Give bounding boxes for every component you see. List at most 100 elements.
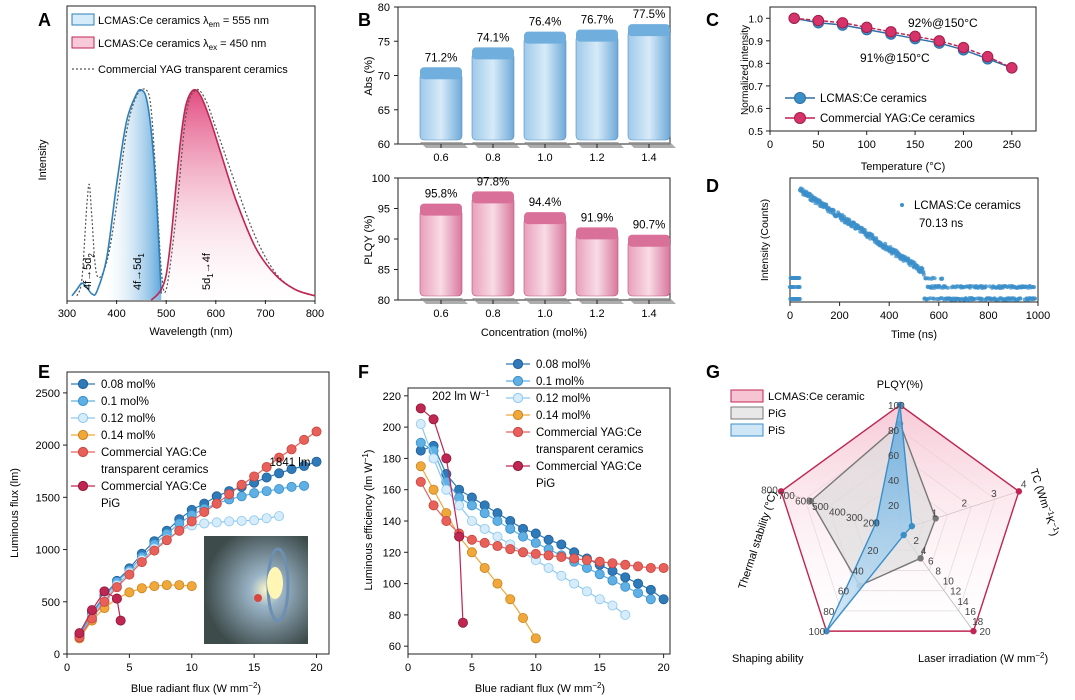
panel-f-point <box>556 551 567 562</box>
panel-f-point <box>543 534 554 545</box>
annotation-4f-5d2: 4f→5d2 <box>82 253 96 290</box>
legend-label-lcmas: LCMAS:Ce ceramics <box>820 93 927 105</box>
panel-e-legend-marker <box>77 378 89 390</box>
panel-f-point <box>479 537 490 548</box>
panel-a-fill-blue <box>106 89 162 301</box>
panel-f-point <box>466 547 477 558</box>
panel-e-y-tick-label: 500 <box>42 597 60 609</box>
radar-axis-tick-label: 100 <box>888 401 905 412</box>
panel-e-series-line <box>78 584 192 639</box>
panel-e-legend-marker <box>77 480 89 492</box>
panel-e: 0 5 10 15 20 0 500 1000 1500 2000 2500 1841 lm Blu… <box>9 371 330 695</box>
panel-a-x-tick-label: 400 <box>107 308 125 320</box>
panel-f-y-tick-label: 100 <box>383 579 401 591</box>
decay-point <box>788 297 793 301</box>
radar-axis-tick-label: 80 <box>823 607 835 618</box>
panel-f-point <box>543 562 554 573</box>
panel-e-x-tick-label: 5 <box>126 662 132 674</box>
bar <box>575 35 619 141</box>
panel-c-annotation-92: 92%@150°C <box>908 16 978 30</box>
panel-b-axes: 60 65 70 75 80 80 85 90 95 100 0.6 0.6 0.8 0.8 1.0 1.0 1… <box>372 2 657 320</box>
bar-cap <box>420 203 462 216</box>
panel-e-y-tick-label: 2000 <box>36 440 60 452</box>
panel-f-plot: 0 5 10 15 20 60 80 100 120 140 160 180 200 220 <box>383 391 670 674</box>
radar-series-area <box>825 404 913 632</box>
panel-e-point <box>286 464 297 475</box>
panel-d-x-title: Time (ns) <box>891 329 937 341</box>
panel-e-point <box>299 480 310 491</box>
bar-shadow <box>576 298 624 304</box>
panel-label-a: A <box>38 10 51 30</box>
panel-f-point <box>607 575 618 586</box>
radar-axis-tick-label: 20 <box>979 627 991 638</box>
panel-b-bottom-x-tick-label: 0.6 <box>433 308 448 320</box>
panel-f-point <box>518 547 529 558</box>
panel-f-point <box>415 437 426 448</box>
panel-d-x-tick-label: 600 <box>930 310 948 322</box>
radar-axis-title-laser: Laser irradiation (W mm−2) <box>918 651 1048 665</box>
radar-point <box>932 515 939 522</box>
radar-point <box>970 627 977 635</box>
panel-e-legend-label: Commercial YAG:Ce <box>101 447 207 459</box>
panel-f-legend-label: 0.1 mol% <box>536 376 584 388</box>
decay-point <box>984 284 989 289</box>
panel-f-point <box>441 484 452 495</box>
panel-label-e: E <box>38 362 50 382</box>
panel-e-annotation: 1841 lm <box>270 457 311 469</box>
panel-f-legend-label: 0.12 mol% <box>536 393 590 405</box>
radar-point <box>873 519 880 526</box>
radar-axis-tick-label: 800 <box>761 485 778 496</box>
panel-e-point <box>161 535 172 546</box>
legend-label-pig: PiG <box>768 408 786 420</box>
panel-f-point <box>620 581 631 592</box>
panel-f-x-tick-label: 20 <box>657 662 669 674</box>
panel-e-point <box>86 605 97 616</box>
radar-axis-tick-label: 300 <box>846 513 863 524</box>
panel-label-f: F <box>358 362 369 382</box>
panel-label-c: C <box>706 10 719 30</box>
bar <box>523 37 567 141</box>
panel-b-top-x-tick-label: 0.6 <box>433 152 448 164</box>
panel-e-point <box>249 471 260 482</box>
panel-e-point <box>161 580 172 591</box>
panel-f-point <box>466 500 477 511</box>
bar-value-label: 74.1% <box>477 32 510 44</box>
radar-axis-tick-label: 700 <box>778 491 795 502</box>
panel-f-legend-label: PiG <box>536 478 555 490</box>
panel-a-x-title: Wavelength (nm) <box>149 326 232 338</box>
radar-axis-tick-label: 40 <box>888 476 900 487</box>
decay-point <box>788 285 793 289</box>
panel-b-x-title: Concentration (mol%) <box>481 327 587 339</box>
panel-c-x-tick-label: 100 <box>858 139 876 151</box>
panel-e-point <box>274 511 285 522</box>
radar-axis-tick-label: 14 <box>957 597 969 608</box>
panel-c-y-title: Normalized intensity <box>740 25 751 115</box>
panel-b-top-x-tick-label: 0.8 <box>485 152 500 164</box>
panel-f-legend-label: 0.14 mol% <box>536 410 590 422</box>
panel-a-x-ticks: 300 400 500 600 700 800 <box>58 300 324 320</box>
panel-f-legend-label: transparent ceramics <box>536 444 644 456</box>
panel-e-point <box>236 515 247 526</box>
panel-c-point <box>885 26 897 38</box>
panel-e-point <box>311 426 322 437</box>
radar-axis-tick-label: 6 <box>928 556 934 567</box>
panel-f-point <box>454 500 465 511</box>
radar-axis-tick-label: 2 <box>961 499 967 510</box>
panel-d-x-tick-label: 800 <box>979 310 997 322</box>
annotation-5d1-4f: 5d1→4f <box>201 252 215 290</box>
panel-b-bars: 71.2% 74.1% 76.4% 76.7% 77.5% 95.8% 97.8% 94.4%… <box>419 9 676 304</box>
panel-d-plot: 0 200 400 600 800 1000 <box>787 186 1050 322</box>
panel-e-inset-glow <box>267 567 283 599</box>
legend-swatch-em <box>71 13 95 26</box>
bar-cap <box>524 212 566 225</box>
panel-c-point <box>836 17 849 29</box>
panel-e-point <box>99 596 110 607</box>
radar-point <box>917 555 924 562</box>
panel-e-legend-label: 0.08 mol% <box>101 379 155 391</box>
panel-label-b: B <box>358 10 371 30</box>
panel-c-point <box>788 12 800 24</box>
bar-cap <box>576 29 618 42</box>
panel-b-top-x-tick-label: 1.0 <box>537 152 552 164</box>
panel-f-point <box>633 578 644 589</box>
decay-point <box>1032 285 1037 290</box>
